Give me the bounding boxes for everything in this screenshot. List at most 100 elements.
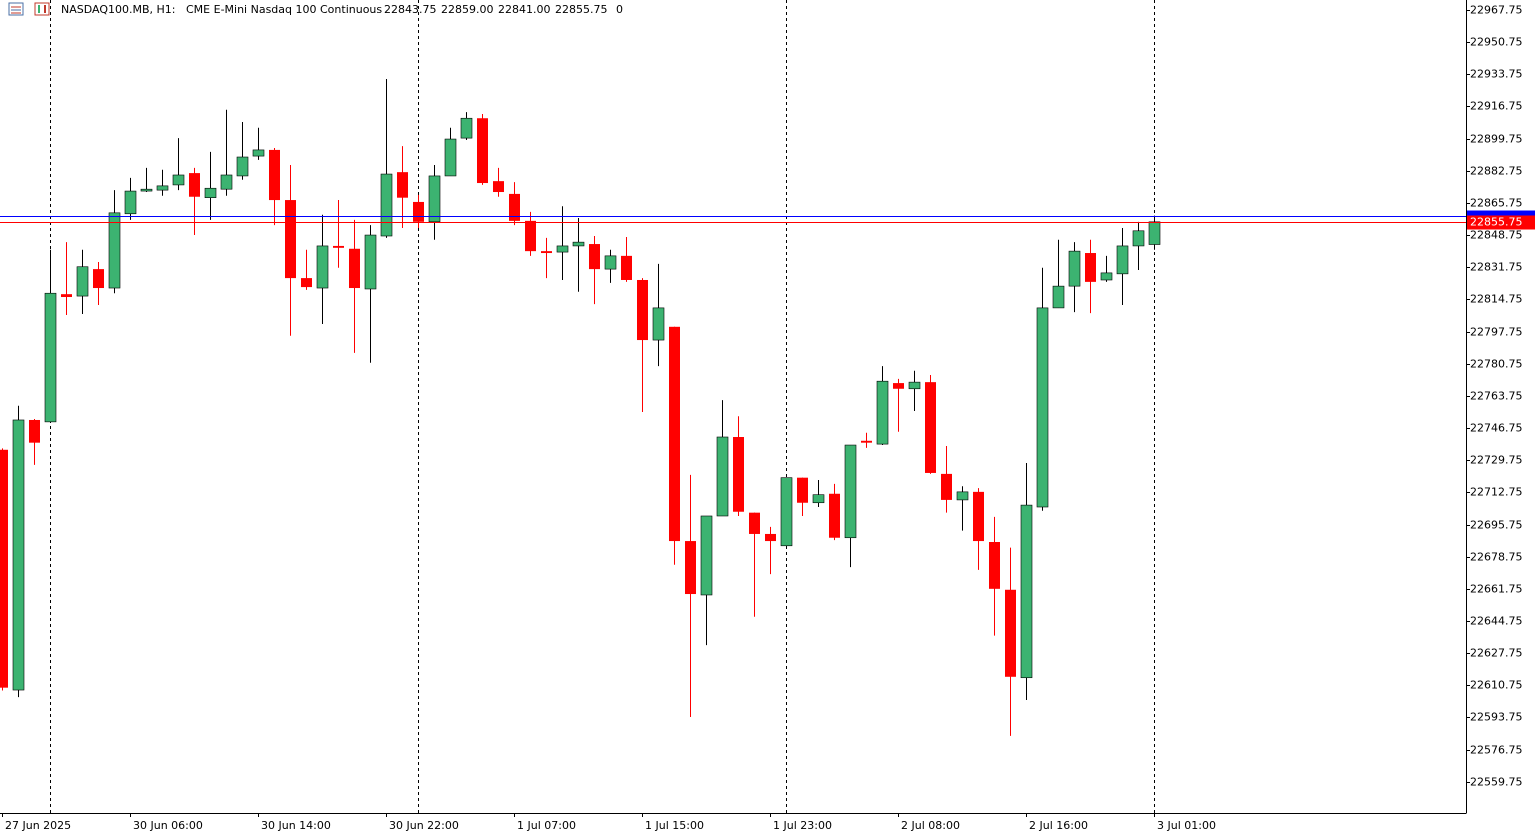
candle-body [428,175,441,223]
y-tick-label: 22695.75 [1470,519,1523,532]
candle-body [1052,285,1065,309]
candle-body [812,494,825,504]
candle-body [876,380,889,445]
y-tick-label: 22678.75 [1470,551,1523,564]
candle-body [316,245,329,289]
candle-body [1085,253,1096,282]
candle-body [380,173,393,237]
candle-body [1005,589,1016,677]
candle-body [140,188,153,192]
candle-body [509,193,520,221]
candle-body [12,419,25,691]
candle-body [925,382,936,473]
y-tick-label: 22627.75 [1470,647,1523,660]
candle-body [0,449,8,688]
candle-body [1132,230,1145,247]
x-tick-label: 1 Jul 15:00 [645,819,704,832]
x-tick-label: 2 Jul 08:00 [901,819,960,832]
candle-body [685,541,696,595]
candle-body [444,138,457,177]
candle-body [29,419,40,443]
candle-body [861,440,872,443]
candle-body [108,212,121,289]
candle-body [780,477,793,547]
y-tick-label: 22559.75 [1470,776,1523,789]
candle-body [716,436,729,517]
chart-icon[interactable] [34,2,50,16]
y-tick-label: 22661.75 [1470,583,1523,596]
menu-icon[interactable] [8,2,24,16]
description: CME E-Mini Nasdaq 100 Continuous [186,3,382,16]
candle-body [477,118,488,184]
y-tick-label: 22882.75 [1470,165,1523,178]
x-tick-label: 2 Jul 16:00 [1029,819,1088,832]
candle-body [333,245,344,248]
candle-body [700,515,713,596]
y-tick-label: 22610.75 [1470,679,1523,692]
candle-body [172,174,185,186]
y-tick-label: 22916.75 [1470,100,1523,113]
low: 22841.00 [498,3,551,16]
candle-body [493,181,504,193]
open: 22843.75 [384,3,437,16]
close: 22855.75 [555,3,608,16]
last-price-box [1467,215,1535,230]
y-tick-label: 22746.75 [1470,422,1523,435]
candle-body [61,294,72,298]
candle-body [44,292,57,423]
y-tick-label: 22763.75 [1470,390,1523,403]
candle-body [252,149,265,157]
candle-body [556,245,569,253]
y-tick-label: 22933.75 [1470,68,1523,81]
candle-body [525,220,536,252]
header: NASDAQ100.MB, H1: CME E-Mini Nasdaq 100 … [8,2,623,16]
candle-body [572,241,585,247]
candle-body [844,444,857,539]
y-tick-label: 22848.75 [1470,229,1523,242]
candle-body [285,200,296,279]
candle-body [1036,307,1049,508]
candle-body [956,491,969,501]
x-tick-label: 1 Jul 07:00 [517,819,576,832]
candle-body [637,279,648,341]
y-tick-label: 22967.75 [1470,4,1523,17]
candle-body [189,173,200,197]
candle-body [765,533,776,542]
y-tick-label: 22644.75 [1470,615,1523,628]
y-tick-label: 22780.75 [1470,358,1523,371]
candle-body [829,493,840,538]
y-tick-label: 22729.75 [1470,454,1523,467]
candle-body [124,190,137,215]
candle-body [621,255,632,280]
y-tick-label: 22865.75 [1470,197,1523,210]
last-price-label: 22855.75 [1470,216,1523,229]
x-tick-label: 30 Jun 06:00 [133,819,203,832]
candle-body [652,307,665,341]
candle-body [1100,272,1113,281]
candle-body [1116,245,1129,275]
candle-body [349,248,360,289]
y-tick-label: 22814.75 [1470,293,1523,306]
candle-body [733,437,744,512]
candle-body [397,172,408,198]
x-tick-label: 30 Jun 14:00 [261,819,331,832]
candle-body [589,244,600,270]
y-tick-label: 22712.75 [1470,486,1523,499]
candle-body [364,234,377,290]
candle-body [989,542,1000,589]
candle-body [301,278,312,288]
candle-body [941,473,952,500]
candle-body [604,255,617,270]
x-tick-label: 1 Jul 23:00 [773,819,832,832]
candle-body [204,187,217,198]
x-tick-label: 30 Jun 22:00 [389,819,459,832]
y-tick-label: 22950.75 [1470,36,1523,49]
candle-body [669,326,680,542]
candle-body [797,477,808,503]
candle-body [156,185,169,191]
y-tick-label: 22899.75 [1470,133,1523,146]
candle-body [269,149,280,201]
candle-body [541,251,552,254]
